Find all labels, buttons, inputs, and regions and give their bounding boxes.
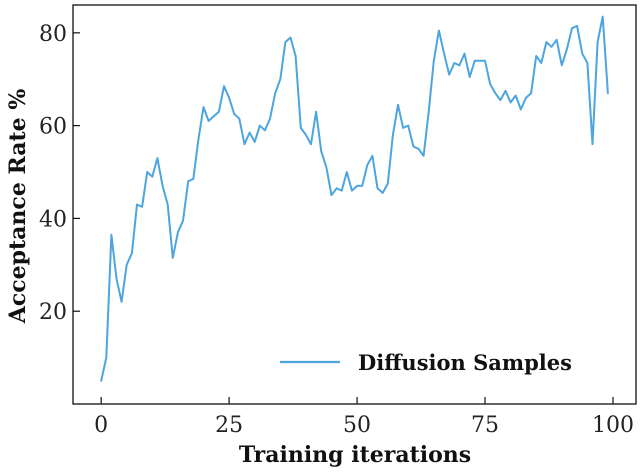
y-axis-ticks: 20 40 60 80 (39, 22, 80, 325)
x-tick-label: 0 (94, 413, 108, 438)
x-axis-label: Training iterations (239, 442, 471, 468)
y-axis-label: Acceptance Rate % (5, 89, 31, 325)
series-line-0 (100, 15, 609, 382)
y-tick-label: 20 (39, 300, 67, 325)
x-tick-label: 50 (343, 413, 371, 438)
y-tick-label: 60 (39, 115, 67, 140)
x-axis-ticks: 0 25 50 75 100 (94, 397, 634, 438)
y-tick-label: 80 (39, 22, 67, 47)
x-tick-label: 25 (215, 413, 243, 438)
y-tick-label: 40 (39, 207, 67, 232)
series-lines (100, 15, 609, 382)
legend-label: Diffusion Samples (358, 350, 572, 375)
plot-frame (72, 4, 637, 405)
legend: Diffusion Samples (280, 350, 572, 375)
x-tick-label: 100 (592, 413, 634, 438)
x-tick-label: 75 (471, 413, 499, 438)
